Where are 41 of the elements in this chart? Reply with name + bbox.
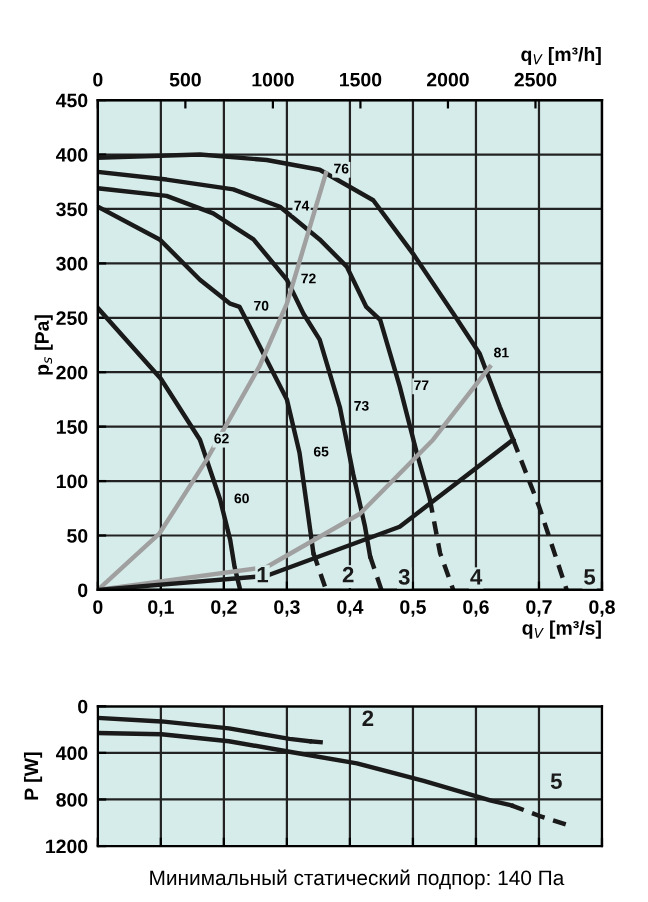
y-tick-label: 150 (56, 420, 88, 434)
y-tick-label: 250 (56, 311, 88, 326)
y-tick-label: 400 (55, 148, 88, 162)
x2-tick-label: 2000 (427, 72, 469, 87)
y-tick-label: 800 (56, 792, 88, 807)
y-tick-label: 450 (55, 93, 88, 108)
y-tick-label: 0 (78, 699, 88, 714)
series-label: 3 (398, 569, 410, 585)
x-tick-label: 0,1 (148, 600, 174, 617)
y-tick-label: 1200 (46, 839, 88, 854)
y-tick-label: 50 (67, 528, 88, 543)
x2-tick-label: 1500 (340, 72, 382, 87)
series-label: 5 (550, 773, 562, 790)
y-tick-label: 100 (56, 474, 88, 489)
y-axis-title: P [W] (23, 752, 43, 800)
x2-tick-label: 500 (169, 72, 201, 87)
y-tick-label: 350 (56, 202, 88, 217)
x2-axis-title: q$_{V}$ [m³/h] (521, 46, 601, 66)
x2-tick-label: 0 (93, 72, 103, 87)
y-tick-label: 200 (56, 365, 88, 380)
y-tick-label: 400 (55, 746, 88, 761)
x2-tick-label: 2500 (514, 72, 557, 87)
x2-tick-label: 1000 (252, 72, 294, 87)
series-label: 4 (470, 569, 483, 585)
series-label: 5 (584, 569, 596, 585)
x-axis-title: q$_{V}$ [m³/s] (522, 620, 601, 639)
series-label: 2 (362, 710, 374, 726)
x-tick-label: 0,6 (463, 600, 489, 617)
x-tick-label: 0,5 (400, 600, 426, 617)
series-label: 1 (257, 567, 269, 583)
x-tick-label: 0,2 (211, 600, 237, 617)
text: Минимальный статический подпор: 140 Па (150, 869, 565, 890)
y-tick-label: 300 (56, 256, 88, 271)
y-axis-title: p$_{s}$ [Pa] (34, 315, 53, 375)
x-tick-label: 0,8 (589, 600, 615, 617)
x-tick-label: 0 (93, 600, 103, 614)
x-tick-label: 0,4 (337, 600, 364, 617)
y-tick-label: 0 (78, 583, 88, 598)
series-label: 2 (342, 566, 354, 583)
x-tick-label: 0,3 (274, 600, 300, 617)
x-tick-label: 0,7 (526, 600, 552, 617)
